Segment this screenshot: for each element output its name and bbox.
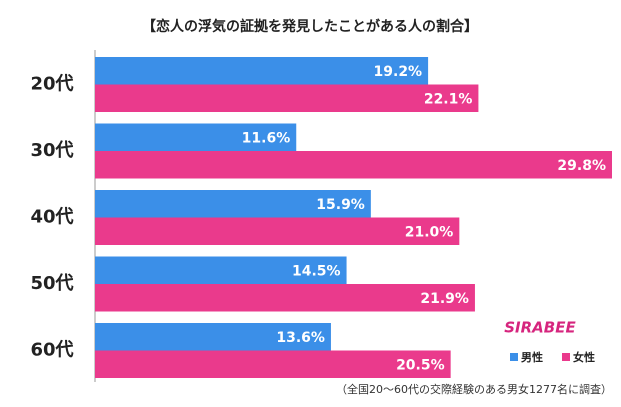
value-label: 21.9%: [420, 291, 469, 307]
value-label: 21.0%: [405, 224, 454, 240]
category-label: 20代: [30, 74, 73, 95]
legend-label: 女性: [573, 350, 595, 364]
logo: SIRABEE: [504, 319, 576, 337]
value-label: 14.5%: [292, 263, 341, 279]
value-label: 15.9%: [316, 197, 365, 213]
legend-label: 男性: [521, 350, 543, 364]
bar: [95, 217, 460, 245]
legend-swatch: [510, 353, 518, 361]
bar: [95, 84, 479, 112]
legend-swatch: [562, 353, 570, 361]
bar: [95, 190, 371, 218]
chart-title: 【恋人の浮気の証拠を発見したことがある人の割合】: [142, 18, 478, 35]
category-label: 30代: [30, 140, 73, 161]
bar: [95, 350, 451, 378]
bar: [95, 256, 347, 284]
category-label: 60代: [30, 340, 73, 361]
bar: [95, 151, 612, 179]
category-label: 50代: [30, 273, 73, 294]
bar: [95, 284, 475, 312]
value-label: 11.6%: [242, 130, 291, 146]
value-label: 29.8%: [557, 158, 606, 174]
value-label: 22.1%: [424, 91, 473, 107]
bar: [95, 57, 429, 85]
footnote: （全国20～60代の交際経験のある男女1277名に調査）: [336, 382, 612, 396]
bar: [95, 123, 297, 151]
value-label: 19.2%: [374, 64, 423, 80]
value-label: 20.5%: [396, 357, 445, 373]
bar: [95, 323, 331, 351]
value-label: 13.6%: [276, 330, 325, 346]
category-label: 40代: [30, 207, 73, 228]
